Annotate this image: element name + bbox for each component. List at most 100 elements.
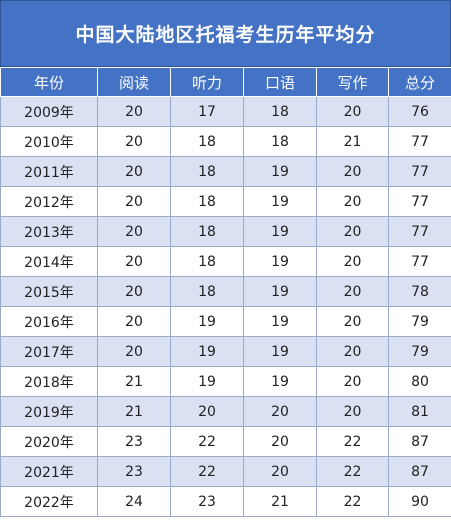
cell-year: 2010年 bbox=[0, 126, 98, 157]
cell-year: 2017年 bbox=[0, 336, 98, 367]
cell-writing: 22 bbox=[316, 426, 389, 457]
cell-reading: 23 bbox=[97, 426, 171, 457]
table-row: 2016年 20 19 19 20 79 bbox=[0, 306, 451, 337]
cell-writing: 20 bbox=[316, 336, 389, 367]
table-row: 2009年 20 17 18 20 76 bbox=[0, 96, 451, 127]
cell-year: 2018年 bbox=[0, 366, 98, 397]
cell-year: 2019年 bbox=[0, 396, 98, 427]
cell-year: 2012年 bbox=[0, 186, 98, 217]
cell-year: 2009年 bbox=[0, 96, 98, 127]
cell-listening: 19 bbox=[170, 306, 244, 337]
table-body: 2009年 20 17 18 20 76 2010年 20 18 18 21 77 2011年 20 18 1… bbox=[0, 96, 451, 517]
cell-reading: 20 bbox=[97, 336, 171, 367]
header-speaking: 口语 bbox=[243, 67, 317, 97]
header-reading: 阅读 bbox=[97, 67, 171, 97]
cell-speaking: 19 bbox=[243, 156, 317, 187]
cell-listening: 20 bbox=[170, 396, 244, 427]
cell-listening: 17 bbox=[170, 96, 244, 127]
header-writing: 写作 bbox=[316, 67, 389, 97]
cell-total: 77 bbox=[388, 156, 451, 187]
table-row: 2015年 20 18 19 20 78 bbox=[0, 276, 451, 307]
cell-reading: 20 bbox=[97, 156, 171, 187]
cell-listening: 19 bbox=[170, 366, 244, 397]
cell-writing: 20 bbox=[316, 186, 389, 217]
cell-year: 2020年 bbox=[0, 426, 98, 457]
table-row: 2017年 20 19 19 20 79 bbox=[0, 336, 451, 367]
table-row: 2013年 20 18 19 20 77 bbox=[0, 216, 451, 247]
cell-speaking: 19 bbox=[243, 336, 317, 367]
cell-listening: 22 bbox=[170, 426, 244, 457]
cell-reading: 20 bbox=[97, 276, 171, 307]
cell-writing: 20 bbox=[316, 246, 389, 277]
cell-listening: 19 bbox=[170, 336, 244, 367]
cell-listening: 18 bbox=[170, 156, 244, 187]
table-row: 2010年 20 18 18 21 77 bbox=[0, 126, 451, 157]
cell-year: 2016年 bbox=[0, 306, 98, 337]
cell-total: 78 bbox=[388, 276, 451, 307]
table-row: 2011年 20 18 19 20 77 bbox=[0, 156, 451, 187]
cell-total: 81 bbox=[388, 396, 451, 427]
header-total: 总分 bbox=[388, 67, 451, 97]
cell-writing: 21 bbox=[316, 126, 389, 157]
score-table: 年份 阅读 听力 口语 写作 总分 2009年 20 17 18 20 76 2010年 20… bbox=[0, 67, 451, 517]
cell-reading: 20 bbox=[97, 306, 171, 337]
cell-speaking: 19 bbox=[243, 366, 317, 397]
table-row: 2020年 23 22 20 22 87 bbox=[0, 426, 451, 457]
cell-reading: 20 bbox=[97, 186, 171, 217]
cell-listening: 18 bbox=[170, 186, 244, 217]
cell-reading: 20 bbox=[97, 216, 171, 247]
cell-writing: 20 bbox=[316, 96, 389, 127]
cell-speaking: 19 bbox=[243, 276, 317, 307]
table-row: 2018年 21 19 19 20 80 bbox=[0, 366, 451, 397]
cell-year: 2021年 bbox=[0, 456, 98, 487]
cell-reading: 24 bbox=[97, 486, 171, 517]
cell-year: 2022年 bbox=[0, 486, 98, 517]
cell-listening: 18 bbox=[170, 216, 244, 247]
table-row: 2021年 23 22 20 22 87 bbox=[0, 456, 451, 487]
cell-total: 87 bbox=[388, 456, 451, 487]
cell-total: 77 bbox=[388, 186, 451, 217]
cell-total: 87 bbox=[388, 426, 451, 457]
cell-writing: 20 bbox=[316, 216, 389, 247]
header-year: 年份 bbox=[0, 67, 98, 97]
table-row: 2014年 20 18 19 20 77 bbox=[0, 246, 451, 277]
cell-speaking: 18 bbox=[243, 126, 317, 157]
cell-speaking: 19 bbox=[243, 306, 317, 337]
cell-writing: 20 bbox=[316, 396, 389, 427]
cell-speaking: 20 bbox=[243, 426, 317, 457]
cell-speaking: 19 bbox=[243, 216, 317, 247]
cell-total: 77 bbox=[388, 246, 451, 277]
cell-year: 2015年 bbox=[0, 276, 98, 307]
table-row: 2022年 24 23 21 22 90 bbox=[0, 486, 451, 517]
cell-writing: 20 bbox=[316, 306, 389, 337]
cell-year: 2014年 bbox=[0, 246, 98, 277]
cell-speaking: 21 bbox=[243, 486, 317, 517]
cell-listening: 18 bbox=[170, 126, 244, 157]
table-row: 2019年 21 20 20 20 81 bbox=[0, 396, 451, 427]
cell-total: 77 bbox=[388, 216, 451, 247]
cell-writing: 22 bbox=[316, 456, 389, 487]
cell-total: 79 bbox=[388, 336, 451, 367]
header-listening: 听力 bbox=[170, 67, 244, 97]
cell-speaking: 19 bbox=[243, 186, 317, 217]
cell-reading: 20 bbox=[97, 246, 171, 277]
cell-year: 2011年 bbox=[0, 156, 98, 187]
cell-total: 80 bbox=[388, 366, 451, 397]
cell-listening: 18 bbox=[170, 276, 244, 307]
cell-listening: 18 bbox=[170, 246, 244, 277]
cell-reading: 21 bbox=[97, 396, 171, 427]
table-title: 中国大陆地区托福考生历年平均分 bbox=[0, 0, 451, 67]
cell-reading: 20 bbox=[97, 126, 171, 157]
cell-speaking: 19 bbox=[243, 246, 317, 277]
cell-writing: 22 bbox=[316, 486, 389, 517]
cell-reading: 23 bbox=[97, 456, 171, 487]
cell-reading: 21 bbox=[97, 366, 171, 397]
cell-listening: 22 bbox=[170, 456, 244, 487]
cell-speaking: 20 bbox=[243, 396, 317, 427]
cell-total: 90 bbox=[388, 486, 451, 517]
header-row: 年份 阅读 听力 口语 写作 总分 bbox=[0, 67, 451, 97]
cell-total: 77 bbox=[388, 126, 451, 157]
cell-total: 76 bbox=[388, 96, 451, 127]
cell-speaking: 18 bbox=[243, 96, 317, 127]
